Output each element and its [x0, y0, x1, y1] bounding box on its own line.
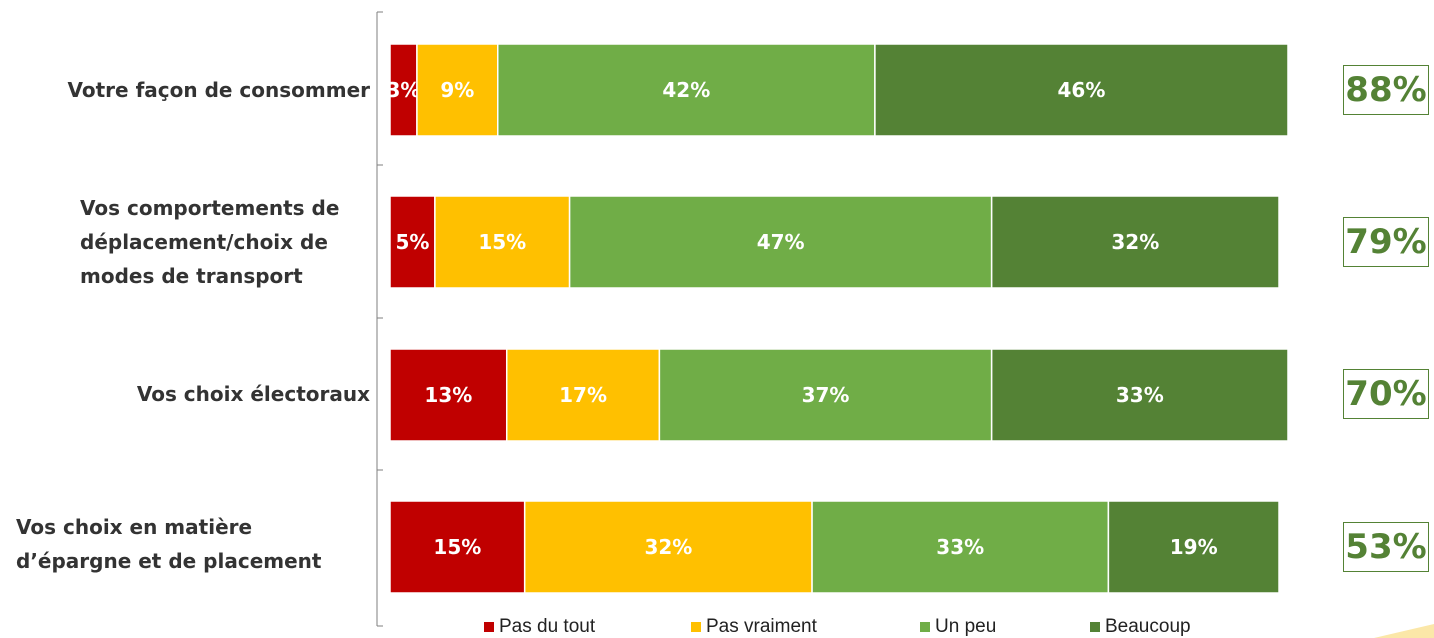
legend-label: Pas vraiment	[706, 616, 817, 637]
bar-segment-beaucoup	[990, 348, 1289, 442]
bar-segment-un-peu	[811, 500, 1110, 594]
data-label: 33%	[1116, 383, 1164, 407]
bar-segment-beaucoup	[874, 43, 1289, 137]
data-label: 33%	[936, 535, 984, 559]
category-label-line: Vos choix électoraux	[136, 382, 370, 406]
data-label: 15%	[433, 535, 481, 559]
bar-segment-pas-du-tout	[389, 500, 526, 594]
bar-segment-un-peu	[568, 195, 993, 289]
data-label: 19%	[1170, 535, 1218, 559]
data-label: 15%	[478, 230, 526, 254]
legend-item: Un peu	[920, 616, 996, 638]
bar-segment-pas-vraiment	[523, 500, 813, 594]
category-label-line: d’épargne et de placement	[16, 549, 322, 573]
data-label: 32%	[644, 535, 692, 559]
bar-segment-un-peu	[497, 43, 876, 137]
data-label: 37%	[802, 383, 850, 407]
total-box: 88%	[1343, 65, 1429, 115]
data-label: 3%	[386, 78, 420, 102]
legend-item: Pas du tout	[484, 616, 595, 638]
legend-swatch	[920, 622, 930, 632]
total-box: 79%	[1343, 217, 1429, 267]
category-label-line: Vos choix en matière	[16, 515, 253, 539]
legend-item: Pas vraiment	[691, 616, 817, 638]
total-box: 53%	[1343, 522, 1429, 572]
data-label: 47%	[757, 230, 805, 254]
bar-segment-beaucoup	[990, 195, 1280, 289]
category-label: Votre façon de consommer	[10, 73, 371, 107]
legend-swatch	[691, 622, 701, 632]
data-label: 13%	[424, 383, 472, 407]
bar-segment-pas-vraiment	[416, 43, 499, 137]
category-label-line: déplacement/choix de	[80, 230, 328, 254]
data-label: 32%	[1111, 230, 1159, 254]
legend-label: Un peu	[935, 616, 997, 637]
bar-segment-un-peu	[658, 348, 993, 442]
category-label-line: Vos comportements de	[80, 196, 340, 220]
legend-swatch	[484, 622, 494, 632]
total-box: 70%	[1343, 369, 1429, 419]
corner-decoration	[1374, 624, 1434, 638]
category-label: Vos choix en matière d’épargne et de plac…	[16, 510, 353, 578]
legend-label: Pas du tout	[499, 616, 596, 637]
legend-item: Beaucoup	[1090, 616, 1191, 638]
category-label-line: Votre façon de consommer	[67, 78, 371, 102]
bar-segment-pas-du-tout	[389, 43, 418, 137]
category-label: Vos comportements de déplacement/choix de…	[80, 191, 380, 293]
data-label: 9%	[440, 78, 474, 102]
bar-segment-beaucoup	[1107, 500, 1280, 594]
data-label: 17%	[559, 383, 607, 407]
category-label-line: modes de transport	[80, 264, 303, 288]
legend-label: Beaucoup	[1105, 616, 1191, 637]
data-label: 42%	[662, 78, 710, 102]
bar-segment-pas-vraiment	[505, 348, 661, 442]
data-label: 46%	[1058, 78, 1106, 102]
legend-swatch	[1090, 622, 1100, 632]
data-label: 5%	[395, 230, 429, 254]
bar-segment-pas-vraiment	[434, 195, 571, 289]
category-label: Vos choix électoraux	[10, 377, 370, 411]
